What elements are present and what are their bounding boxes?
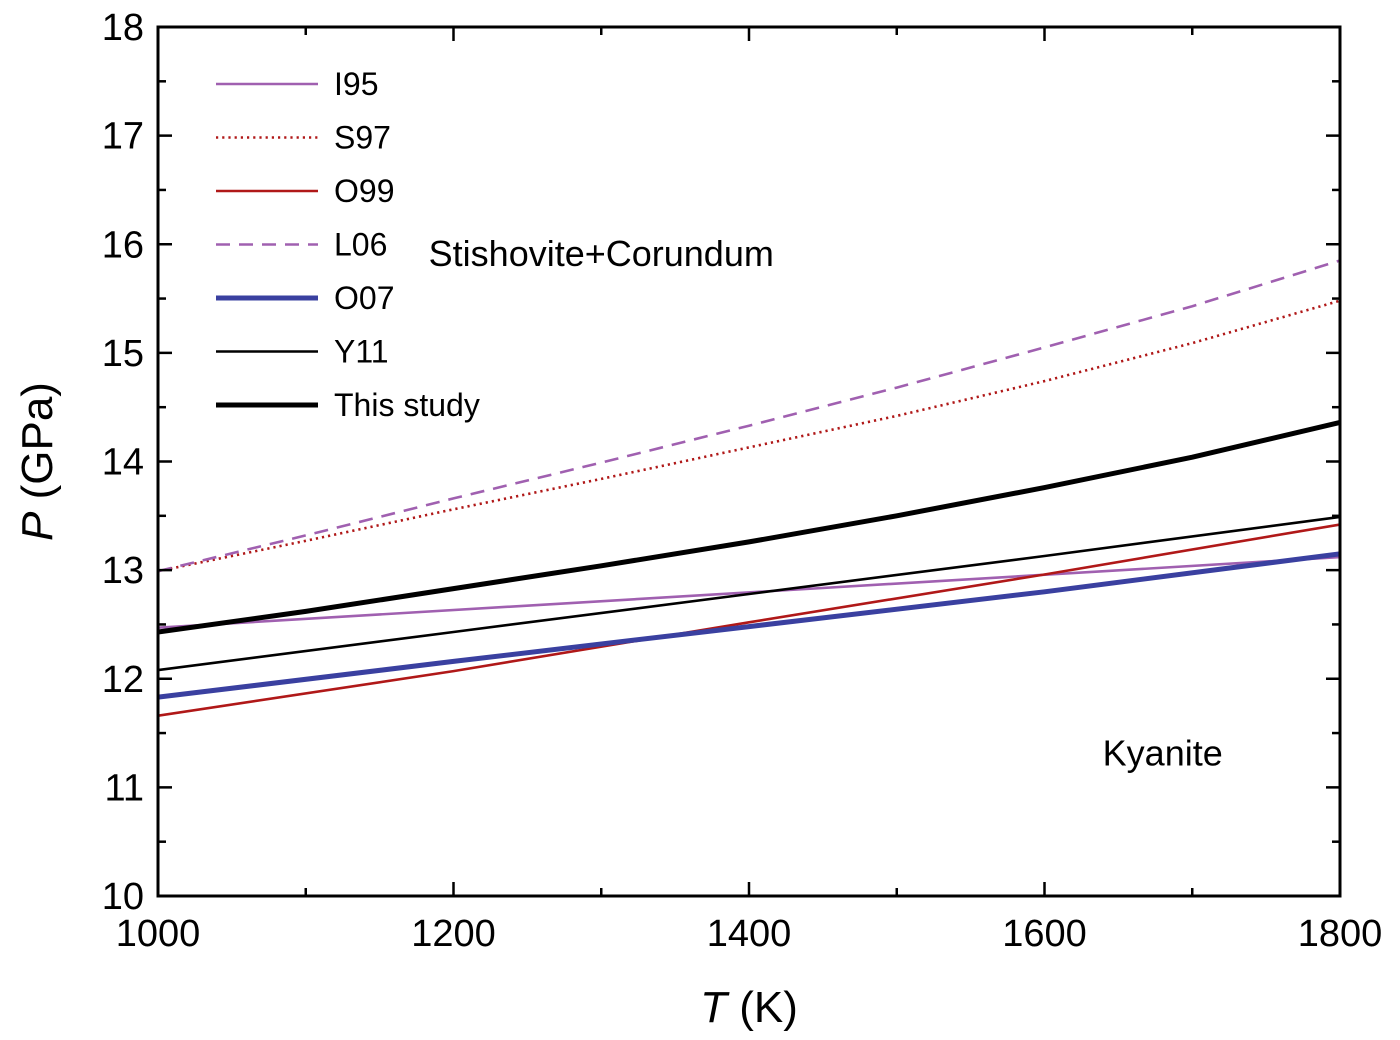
series-line-o07 (158, 551, 1340, 700)
y-tick-label: 12 (102, 659, 144, 701)
legend-label-l06: L06 (334, 227, 387, 263)
series-line-i95 (158, 555, 1340, 629)
region-label-1: Stishovite+Corundum (429, 233, 774, 274)
x-tick-label: 1600 (1002, 913, 1087, 955)
y-tick-label: 17 (102, 116, 144, 158)
x-tick-label: 1400 (707, 913, 792, 955)
legend-label-o99: O99 (334, 173, 394, 209)
legend: I95 S97 O99 L06 O07 Y11 This study (216, 66, 480, 423)
x-tick-label: 1000 (116, 913, 201, 955)
legend-label-i95: I95 (334, 66, 378, 102)
y-tick-label: 13 (102, 550, 144, 592)
region-label-2: Kyanite (1103, 733, 1223, 774)
y-tick-label: 11 (105, 767, 144, 809)
y-tick-label: 14 (102, 442, 144, 484)
legend-label-y11: Y11 (334, 334, 389, 370)
x-tick-label: 1800 (1298, 913, 1383, 955)
y-tick-label: 18 (102, 7, 144, 49)
series-line-l06 (158, 259, 1340, 573)
y-tick-label: 10 (102, 876, 144, 918)
series-line-y11 (158, 515, 1340, 672)
legend-label-o07: O07 (334, 280, 394, 316)
series-line-o99 (158, 523, 1340, 717)
legend-label-this-study: This study (334, 387, 480, 423)
y-tick-label: 16 (102, 224, 144, 266)
legend-label-s97: S97 (334, 120, 391, 156)
x-axis-title: T (K) (700, 983, 798, 1032)
series-line-this-study (158, 419, 1340, 635)
y-tick-label: 15 (102, 333, 144, 375)
x-tick-label: 1200 (411, 913, 496, 955)
y-axis-title: P (GPa) (13, 382, 62, 541)
